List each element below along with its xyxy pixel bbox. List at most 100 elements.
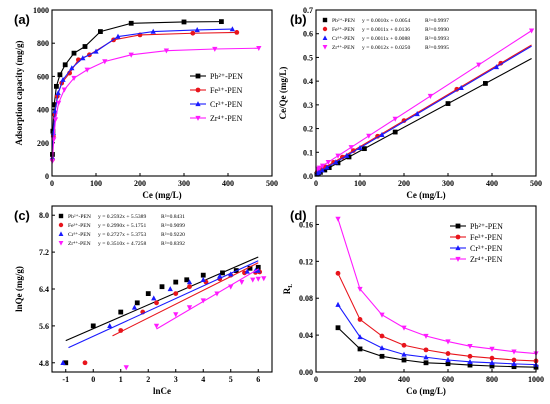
data-point: [401, 325, 407, 331]
y-tick-label: 7.2: [39, 248, 49, 257]
legend: Pb²⁺-PEN y = 0.0010x + 0.0054 R²=0.9997 Fe³…: [322, 17, 449, 51]
data-point: [128, 20, 134, 26]
data-point: [401, 351, 407, 357]
legend-entry: Pb²⁺-PEN y = 0.0010x + 0.0054 R²=0.9997: [322, 17, 449, 24]
legend-marker: [322, 35, 328, 40]
legend-label: Zr⁴⁺-PEN: [470, 255, 503, 264]
legend-entry: Zr⁴⁺-PEN y = 0.0012x + 0.0250 R²=0.9995: [322, 44, 449, 51]
legend-entry: Zr⁴⁺-PEN: [450, 255, 503, 264]
x-tick-label: 0: [91, 375, 95, 384]
y-axis-label: Ce/Qe (mg/L): [278, 67, 288, 120]
data-point: [118, 309, 124, 315]
data-point: [55, 100, 62, 106]
data-point: [445, 361, 451, 367]
legend-r2: R²=0.8431: [161, 214, 185, 220]
y-tick-label: 800: [37, 39, 49, 48]
data-point: [445, 339, 451, 345]
y-tick-label: 0.1: [303, 148, 313, 157]
data-point: [55, 90, 61, 96]
legend-entry: Cr³⁺-PEN: [450, 244, 503, 253]
x-tick-label: 400: [398, 375, 410, 384]
data-point: [63, 360, 69, 366]
legend-equation: y = 0.2727x + 5.3753: [98, 232, 146, 238]
legend-marker: [195, 73, 201, 79]
x-tick-label: 600: [442, 375, 454, 384]
legend-label: Cr³⁺-PEN: [470, 244, 503, 253]
data-point: [150, 28, 156, 34]
x-tick-label: 400: [486, 179, 498, 188]
series-2: [50, 30, 240, 162]
data-point: [319, 167, 325, 173]
data-point: [82, 44, 88, 49]
legend: Pb²⁺-PEN y = 0.2592x + 5.5389 R²=0.8431 Fe³…: [58, 213, 185, 247]
data-point: [153, 323, 160, 329]
series-line: [51, 28, 233, 158]
y-tick-label: 8.0: [39, 211, 49, 220]
data-point: [340, 154, 345, 160]
data-point: [247, 265, 253, 271]
legend-equation: y = 0.0010x + 0.0054: [362, 18, 410, 24]
series-4: [315, 28, 535, 172]
x-tick-label: 300: [178, 179, 190, 188]
plot-frame: [51, 9, 273, 177]
data-point: [194, 27, 200, 33]
legend-marker: [322, 45, 328, 50]
data-point: [392, 116, 398, 122]
legend-marker: [455, 223, 461, 229]
x-tick-label: 0: [50, 179, 54, 188]
data-point: [379, 131, 385, 137]
data-point: [200, 276, 206, 282]
data-point: [84, 67, 90, 73]
series-line: [337, 327, 537, 368]
y-tick-label: 0.00: [299, 368, 313, 377]
y-tick-label: 0.12: [299, 257, 313, 266]
data-point: [98, 29, 103, 34]
y-tick-label: 0.5: [303, 53, 313, 62]
series-line: [337, 218, 537, 355]
y-axis-label: RL: [282, 284, 294, 295]
x-tick-label: 2: [146, 375, 150, 384]
legend-label: Zr⁴⁺-PEN: [210, 114, 243, 123]
data-point: [476, 62, 482, 68]
y-tick-label: 1000: [33, 6, 49, 15]
legend-label: Pb²⁺-PEN: [210, 72, 243, 81]
y-tick-label: 0: [45, 172, 49, 181]
legend-r2: R²=0.9220: [161, 232, 185, 238]
data-point: [489, 346, 495, 352]
data-point: [316, 169, 322, 175]
x-tick-label: 100: [354, 179, 366, 188]
y-tick-label: 0.2: [303, 125, 313, 134]
data-point: [445, 357, 451, 363]
data-point: [401, 342, 407, 348]
data-point: [344, 152, 350, 158]
data-point: [467, 358, 473, 365]
data-point: [483, 81, 488, 86]
series-3: [335, 301, 539, 367]
data-point: [145, 291, 151, 297]
data-point: [228, 284, 234, 290]
data-point: [51, 102, 57, 108]
data-point: [346, 154, 352, 160]
data-point: [445, 351, 451, 356]
x-tick-label: 1: [119, 375, 123, 384]
legend-r2: R²=0.9993: [425, 36, 449, 42]
data-point: [173, 279, 179, 285]
data-point: [229, 26, 236, 32]
data-point: [255, 267, 261, 273]
data-point: [163, 48, 170, 54]
data-point: [90, 323, 96, 329]
legend-equation: y = 0.0012x + 0.0250: [362, 45, 410, 51]
data-point: [379, 333, 385, 339]
legend-marker: [455, 245, 461, 251]
legend-equation: y = 0.2592x + 5.5389: [98, 214, 146, 220]
series-line: [51, 21, 222, 155]
series-line: [337, 273, 537, 362]
data-point: [322, 167, 328, 173]
data-point: [348, 145, 354, 151]
data-point: [93, 48, 99, 54]
data-point: [167, 286, 173, 292]
legend-label: Fe³⁺-PEN: [470, 233, 503, 242]
y-axis-label: Adsorption capacity (mg/g): [14, 41, 24, 146]
data-point: [107, 323, 113, 329]
